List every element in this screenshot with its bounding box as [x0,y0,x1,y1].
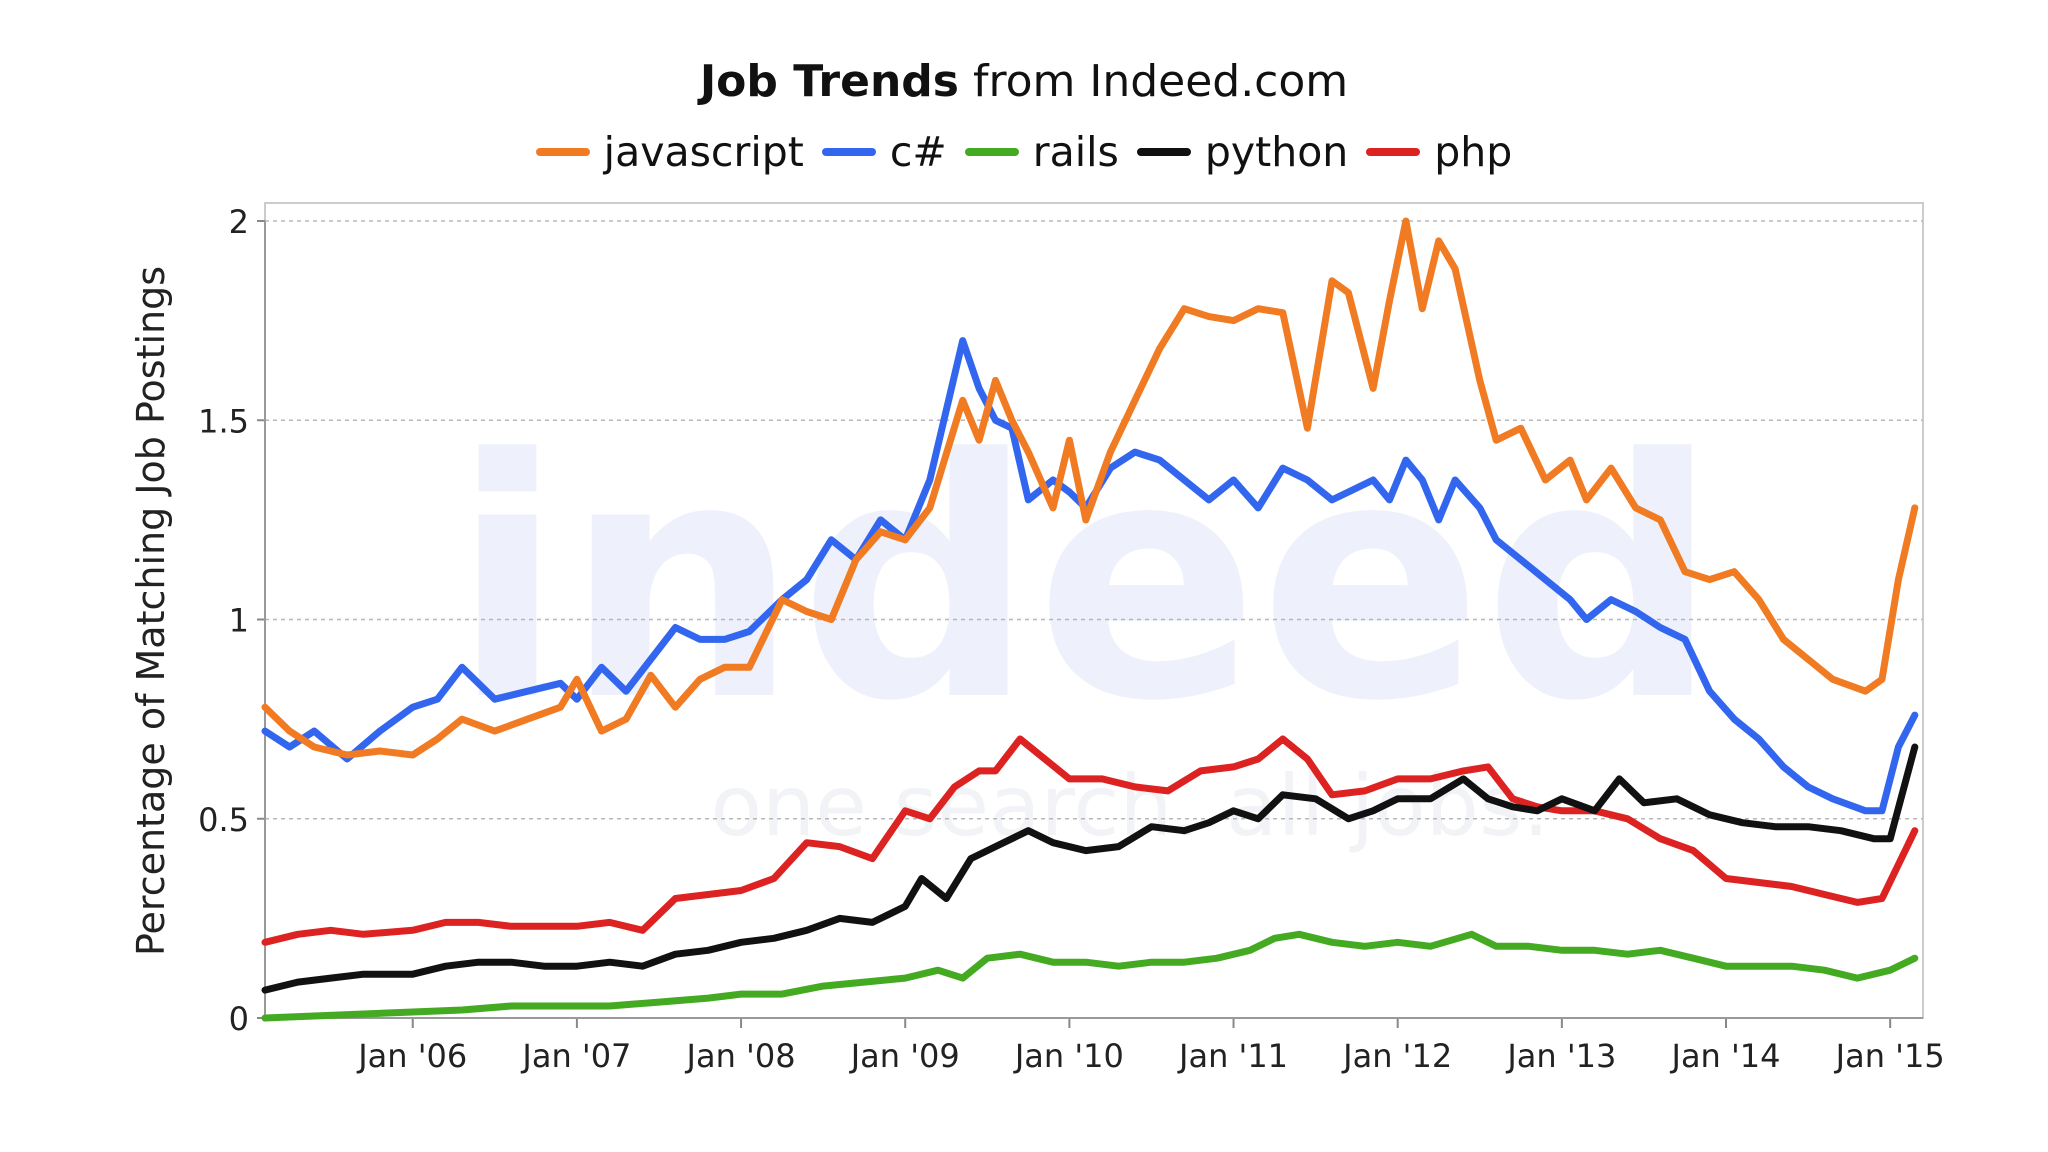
x-tick-label: Jan '12 [1341,1037,1452,1075]
chart-title-rest: from Indeed.com [958,56,1349,107]
chart-title-bold: Job Trends [699,56,959,107]
legend-item-csharp: c# [821,128,947,176]
y-tick-label: 1.5 [198,402,249,440]
series-lines [261,217,1919,1022]
legend-label-csharp: c# [889,128,947,176]
y-tick-label: 0 [229,1000,249,1038]
legend-swatch-php [1366,148,1421,156]
x-tick-label: Jan '14 [1670,1037,1781,1075]
series-line-rails [261,930,1919,1022]
x-tick-label: Jan '09 [849,1037,960,1075]
y-tick-label: 0.5 [198,801,249,839]
x-tick-label: Jan '13 [1505,1037,1616,1075]
legend-item-php: php [1366,128,1512,176]
legend-swatch-javascript [535,148,590,156]
y-tick-label: 1 [229,602,249,640]
legend-item-python: python [1136,128,1349,176]
x-tick-label: Jan '07 [520,1037,631,1075]
series-line-php [261,735,1919,946]
series-line-javascript [261,217,1919,759]
legend-item-javascript: javascript [535,128,804,176]
y-axis-label: Percentage of Matching Job Postings [129,266,173,956]
x-tick-label: Jan '11 [1177,1037,1288,1075]
y-tick-label: 2 [229,203,249,241]
watermark-logo: indeed [451,389,1719,773]
series-line-csharp [261,337,1919,815]
chart-title: Job Trends from Indeed.com [0,56,2048,107]
legend-swatch-csharp [821,148,876,156]
legend-label-python: python [1204,128,1349,176]
x-tick-label: Jan '08 [685,1037,796,1075]
legend-swatch-python [1136,148,1191,156]
x-tick-label: Jan '06 [356,1037,467,1075]
legend-label-rails: rails [1032,128,1119,176]
x-tick-label: Jan '10 [1013,1037,1124,1075]
legend-label-javascript: javascript [603,128,804,176]
legend-swatch-rails [964,148,1019,156]
series-line-python [261,743,1919,994]
x-tick-label: Jan '15 [1834,1037,1945,1075]
legend-item-rails: rails [964,128,1119,176]
legend: javascript c# rails python php [0,128,2048,176]
legend-label-php: php [1434,128,1513,176]
